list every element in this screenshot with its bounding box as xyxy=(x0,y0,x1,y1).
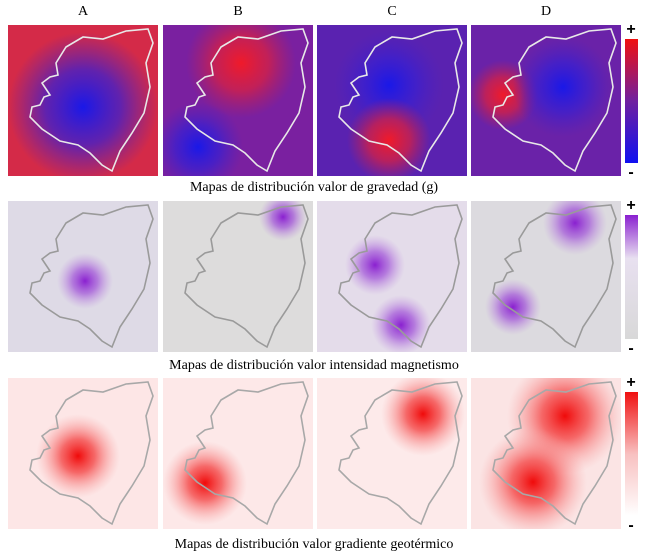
heatmap-blob xyxy=(543,201,607,255)
heatmap-blob xyxy=(36,414,120,498)
heatmap xyxy=(471,201,621,352)
heatmap-blob xyxy=(485,279,541,335)
heatmap xyxy=(317,378,467,529)
heatmap-blob xyxy=(57,253,113,309)
map-panel xyxy=(163,201,313,352)
scale-max: + xyxy=(626,197,635,214)
map-panel xyxy=(471,201,621,352)
column-label: C xyxy=(387,4,396,19)
heatmap-blob xyxy=(347,98,431,176)
heatmap-blob xyxy=(371,295,431,352)
map-panel xyxy=(317,378,467,529)
map-panel xyxy=(163,378,313,529)
column-label: A xyxy=(78,4,89,19)
scale-max: + xyxy=(626,21,635,38)
heatmap xyxy=(163,25,313,176)
row-caption: Mapas de distribución valor intensidad m… xyxy=(169,358,459,373)
row-caption: Mapas de distribución valor de gravedad … xyxy=(190,180,438,195)
map-panel xyxy=(471,378,621,529)
map-panel xyxy=(8,201,158,352)
heatmap xyxy=(471,25,621,176)
heatmap-blob xyxy=(345,235,405,295)
map-panel xyxy=(471,25,621,176)
heatmap-blob xyxy=(479,428,587,529)
map-panel xyxy=(317,25,467,176)
heatmap xyxy=(8,25,158,176)
color-scale xyxy=(625,215,638,339)
map-panel xyxy=(317,201,467,352)
scale-max: + xyxy=(626,374,635,391)
heatmap-blob xyxy=(186,25,296,118)
heatmap-blob xyxy=(163,441,247,525)
scale-min: - xyxy=(628,340,633,357)
color-scale xyxy=(625,392,638,516)
heatmap xyxy=(8,201,158,352)
heatmap xyxy=(471,378,621,529)
heatmap-blob xyxy=(259,201,307,241)
heatmap-blob xyxy=(8,32,158,176)
column-label: B xyxy=(233,4,242,19)
row-caption: Mapas de distribución valor gradiente ge… xyxy=(175,537,454,552)
column-label: D xyxy=(541,4,551,19)
scale-min: - xyxy=(628,164,633,181)
heatmap-blob xyxy=(163,102,243,176)
heatmap xyxy=(163,378,313,529)
heatmap xyxy=(317,25,467,176)
heatmap xyxy=(8,378,158,529)
heatmap-blob xyxy=(513,37,613,137)
map-panel xyxy=(8,25,158,176)
color-scale xyxy=(625,39,638,163)
map-panel xyxy=(8,378,158,529)
heatmap-blob xyxy=(381,378,465,456)
scale-min: - xyxy=(628,517,633,534)
map-panel xyxy=(163,25,313,176)
heatmap xyxy=(163,201,313,352)
panels: A B C D + - Mapas de distribución valor de gra… xyxy=(8,4,638,552)
heatmap xyxy=(317,201,467,352)
